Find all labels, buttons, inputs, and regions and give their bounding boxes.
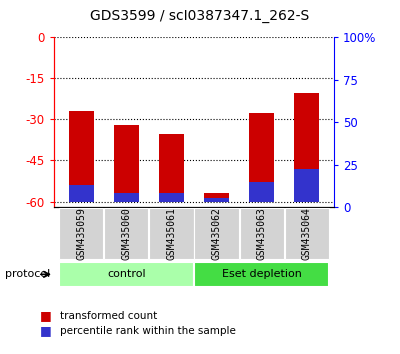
Text: GSM435062: GSM435062 (212, 207, 222, 260)
Bar (294, 169, 319, 202)
Bar (204, 193, 229, 202)
Text: percentile rank within the sample: percentile rank within the sample (60, 326, 236, 336)
Bar (249, 113, 274, 202)
Bar (69, 111, 94, 202)
Bar (294, 93, 319, 202)
Bar (69, 185, 94, 202)
Text: GSM435061: GSM435061 (166, 207, 176, 260)
Text: control: control (107, 269, 146, 279)
Bar (285, 208, 329, 259)
Bar (194, 262, 329, 287)
Text: GSM435060: GSM435060 (121, 207, 131, 260)
Bar (59, 208, 103, 259)
Text: GSM435063: GSM435063 (257, 207, 267, 260)
Text: GDS3599 / scI0387347.1_262-S: GDS3599 / scI0387347.1_262-S (90, 9, 310, 23)
Bar (159, 135, 184, 202)
Bar (194, 208, 239, 259)
Text: GSM435064: GSM435064 (302, 207, 312, 260)
Bar (104, 208, 148, 259)
Bar (249, 182, 274, 202)
Bar (114, 125, 139, 202)
Bar (159, 193, 184, 202)
Bar (59, 262, 194, 287)
Text: transformed count: transformed count (60, 311, 157, 321)
Text: protocol: protocol (5, 269, 50, 279)
Bar (149, 208, 194, 259)
Bar (240, 208, 284, 259)
Text: Eset depletion: Eset depletion (222, 269, 302, 279)
Text: GSM435059: GSM435059 (76, 207, 86, 260)
Text: ■: ■ (40, 309, 52, 322)
Bar (114, 193, 139, 202)
Text: ■: ■ (40, 325, 52, 337)
Bar (204, 198, 229, 202)
